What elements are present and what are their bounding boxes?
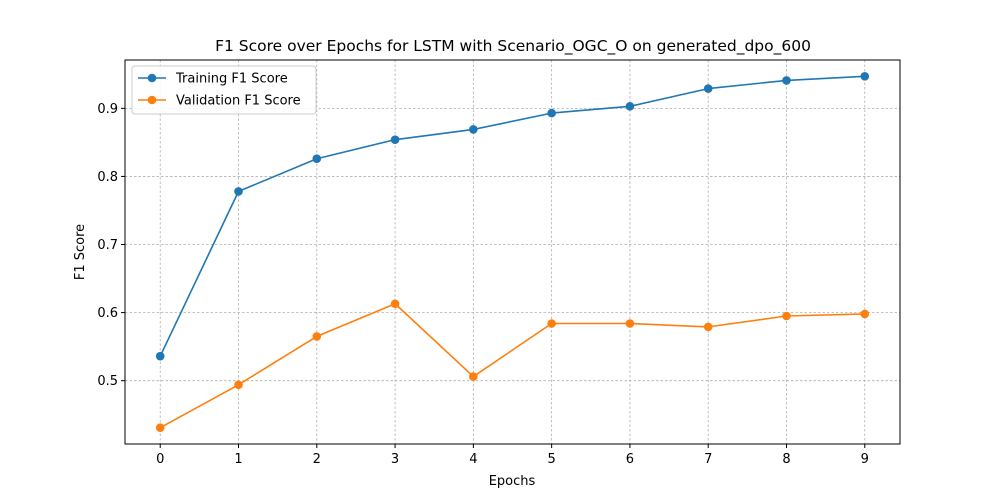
- legend-entry: Validation F1 Score: [138, 94, 301, 109]
- legend-marker: [147, 73, 157, 83]
- chart-title: F1 Score over Epochs for LSTM with Scena…: [215, 37, 811, 56]
- legend-box: [131, 65, 317, 115]
- x-axis-ticks: 0 1 2 3 4 5 6 7 8 9: [156, 444, 869, 467]
- data-point: [547, 319, 556, 328]
- data-point: [703, 322, 713, 332]
- data-point: [469, 125, 478, 134]
- data-point: [390, 299, 400, 309]
- series-training: [155, 72, 870, 361]
- y-tick-label: 0.7: [97, 238, 118, 253]
- plot-area: [125, 60, 900, 444]
- y-tick-label: 0.9: [97, 102, 118, 117]
- data-point: [860, 72, 870, 81]
- plot-frame: [124, 59, 901, 445]
- grid-lines: [125, 60, 900, 444]
- x-tick-label: 6: [626, 452, 634, 467]
- x-tick-label: 4: [469, 452, 477, 467]
- y-tick-label: 0.5: [97, 374, 118, 389]
- y-axis-ticks: 0.5 0.6 0.7 0.8 0.9: [97, 102, 125, 389]
- data-point: [547, 108, 556, 118]
- data-point: [234, 187, 243, 196]
- legend-entries: Training F1 Score Validation F1 Score: [138, 72, 301, 109]
- x-tick-label: 9: [861, 452, 869, 467]
- x-tick-label: 8: [782, 452, 790, 467]
- data-point: [155, 351, 165, 361]
- y-tick-label: 0.6: [97, 306, 118, 321]
- x-tick-label: 7: [704, 452, 712, 467]
- x-tick-label: 2: [313, 452, 321, 467]
- legend-label: Training F1 Score: [175, 72, 288, 87]
- data-point: [469, 372, 478, 381]
- data-point: [625, 101, 635, 111]
- y-axis-label: F1 Score: [73, 224, 88, 280]
- data-point: [155, 423, 165, 432]
- y-tick-label: 0.8: [97, 170, 118, 185]
- x-tick-label: 5: [548, 452, 556, 467]
- x-axis-label: Epochs: [489, 474, 536, 489]
- data-point: [390, 135, 400, 144]
- legend-marker: [147, 95, 157, 105]
- data-point: [782, 311, 791, 321]
- data-point: [703, 84, 713, 93]
- legend: Training F1 Score Validation F1 Score: [131, 65, 317, 115]
- x-tick-label: 3: [391, 452, 399, 467]
- x-tick-label: 0: [156, 452, 164, 467]
- series-line: [159, 302, 865, 429]
- series-layer: [155, 72, 870, 432]
- data-point: [312, 332, 322, 341]
- data-point: [782, 76, 791, 85]
- x-tick-label: 1: [234, 452, 242, 467]
- data-point: [625, 319, 635, 328]
- legend-label: Validation F1 Score: [176, 94, 301, 109]
- legend-entry: Training F1 Score: [138, 72, 288, 87]
- series-line: [159, 75, 865, 357]
- data-point: [860, 309, 870, 319]
- series-validation: [155, 299, 870, 432]
- data-point: [312, 154, 322, 164]
- data-point: [234, 380, 243, 390]
